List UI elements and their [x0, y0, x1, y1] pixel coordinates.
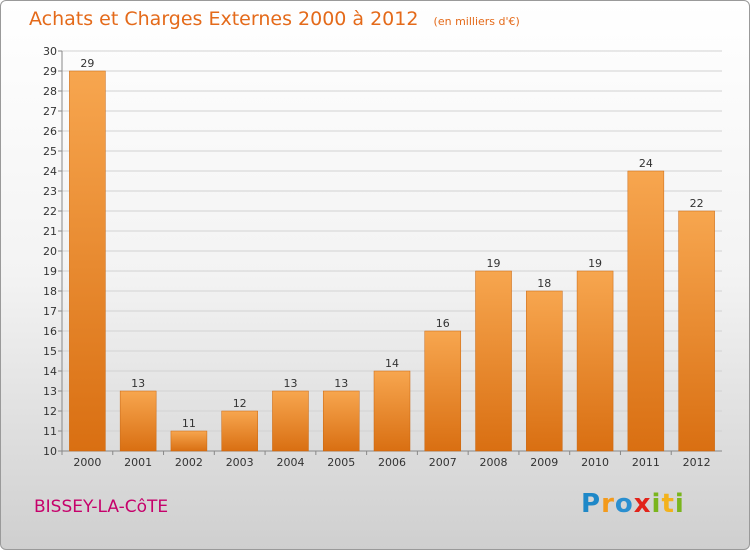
logo-letter: r	[601, 489, 615, 519]
bar-2010	[576, 270, 614, 452]
x-tick-label-2005: 2005	[327, 456, 355, 469]
y-tick-label: 22	[43, 205, 57, 218]
bar-2005	[322, 390, 360, 452]
data-label-2007: 16	[436, 317, 450, 330]
y-tick-label: 16	[43, 325, 57, 338]
bar-2003	[221, 410, 258, 452]
y-tick-label: 14	[43, 365, 57, 378]
y-tick-label: 17	[43, 305, 57, 318]
bar-2008	[475, 270, 512, 452]
bar-2012	[678, 210, 715, 452]
x-tick-label-2009: 2009	[530, 456, 558, 469]
y-tick-label: 30	[43, 45, 57, 58]
x-tick-label-2012: 2012	[683, 456, 711, 469]
bar-2004	[272, 390, 309, 452]
y-tick-label: 18	[43, 285, 57, 298]
x-tick-label-2003: 2003	[226, 456, 254, 469]
y-tick-label: 26	[43, 125, 57, 138]
bar-2011	[627, 170, 665, 452]
y-tick-label: 20	[43, 245, 57, 258]
bars	[69, 70, 715, 452]
data-label-2009: 18	[537, 277, 551, 290]
x-tick-label-2011: 2011	[632, 456, 660, 469]
data-label-2010: 19	[588, 257, 602, 270]
x-tick-label-2006: 2006	[378, 456, 406, 469]
data-label-2001: 13	[131, 377, 145, 390]
data-label-2000: 29	[80, 57, 94, 70]
logo-letter: P	[581, 489, 602, 519]
data-label-2005: 13	[334, 377, 348, 390]
logo-letter: x	[633, 489, 652, 519]
bar-2007	[424, 330, 462, 452]
y-tick-label: 19	[43, 265, 57, 278]
y-tick-label: 10	[43, 445, 57, 458]
logo-letter: i	[651, 489, 662, 519]
x-tick-label-2007: 2007	[429, 456, 457, 469]
data-label-2006: 14	[385, 357, 399, 370]
data-label-2012: 22	[690, 197, 704, 210]
chart-title: Achats et Charges Externes 2000 à 2012 (…	[29, 8, 520, 30]
title-text: Achats et Charges Externes 2000 à 2012	[29, 8, 419, 30]
logo-letter: o	[614, 489, 634, 519]
x-tick-label-2004: 2004	[276, 456, 304, 469]
labels: 10 11 12 13 14 15 16 17 18 19 20 21 22 23 24 25 26 27 28 29…	[43, 45, 711, 469]
data-label-2008: 19	[487, 257, 501, 270]
y-tick-label: 27	[43, 105, 57, 118]
y-tick-label: 29	[43, 65, 57, 78]
data-label-2004: 13	[283, 377, 297, 390]
y-tick-label: 21	[43, 225, 57, 238]
logo-letter: i	[674, 489, 685, 519]
y-tick-label: 28	[43, 85, 57, 98]
commune-name: BISSEY-LA-CôTE	[34, 497, 169, 517]
y-tick-label: 13	[43, 385, 57, 398]
x-tick-label-2001: 2001	[124, 456, 152, 469]
y-tick-label: 25	[43, 145, 57, 158]
x-tick-label-2000: 2000	[73, 456, 101, 469]
y-tick-label: 15	[43, 345, 57, 358]
proxiti-logo[interactable]: Proxiti	[581, 489, 685, 519]
logo-letter: t	[661, 489, 675, 519]
bar-2002	[170, 430, 208, 452]
data-label-2003: 12	[233, 397, 247, 410]
data-label-2011: 24	[639, 157, 653, 170]
x-tick-label-2010: 2010	[581, 456, 609, 469]
x-tick-label-2008: 2008	[480, 456, 508, 469]
data-label-2002: 11	[182, 417, 196, 430]
bar-2009	[526, 290, 563, 452]
y-tick-label: 24	[43, 165, 57, 178]
y-tick-label: 23	[43, 185, 57, 198]
x-tick-label-2002: 2002	[175, 456, 203, 469]
y-tick-label: 12	[43, 405, 57, 418]
y-tick-label: 11	[43, 425, 57, 438]
bar-2000	[69, 70, 106, 452]
bar-2001	[119, 390, 157, 452]
bar-2006	[373, 370, 411, 452]
title-unit: (en milliers d'€)	[433, 15, 520, 28]
